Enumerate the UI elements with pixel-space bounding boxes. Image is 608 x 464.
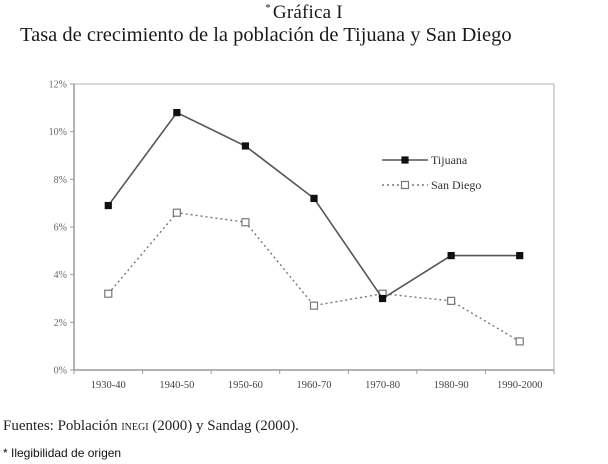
figure-label: Gráfica I	[272, 2, 343, 23]
open-square-marker	[309, 301, 319, 310]
sources-org: INEGI	[121, 419, 149, 434]
y-tick-label: 6%	[54, 223, 67, 234]
y-tick-label: 2%	[54, 318, 67, 329]
illegible-marker: *	[265, 2, 271, 14]
open-square-marker	[515, 337, 524, 346]
x-tick-label: 1990-2000	[497, 380, 543, 391]
x-tick-label: 1970-80	[365, 380, 400, 391]
x-tick-label: 1980-90	[434, 380, 469, 391]
sources-suffix: (2000) y Sandag (2000).	[148, 418, 299, 434]
x-axis: 1930-40 1940-50 1950-60 1960-70 1970-80 1980-…	[73, 369, 555, 391]
open-square-marker	[104, 289, 113, 298]
x-tick-label: 1940-50	[159, 380, 194, 391]
legend-label: Tijuana	[431, 153, 468, 167]
filled-square-marker	[447, 252, 455, 260]
series-layer	[104, 108, 524, 346]
filled-square-marker	[241, 142, 250, 150]
filled-square-marker	[378, 294, 387, 303]
plot-frame	[74, 83, 555, 370]
y-tick-label: 8%	[54, 175, 67, 186]
filled-square-marker	[173, 108, 181, 117]
y-axis: 0% 2% 4% 6% 8% 10% 12%	[49, 80, 75, 377]
y-tick-label: 4%	[54, 270, 67, 281]
legend-open-square-icon	[400, 180, 410, 190]
chart-subtitle: * Gráfica I	[0, 2, 608, 24]
sources-note: Fuentes: Población INEGI (2000) y Sandag…	[3, 418, 299, 435]
open-square-marker	[172, 208, 181, 217]
filled-square-marker	[104, 201, 112, 210]
y-tick-label: 12%	[49, 80, 67, 91]
open-square-marker	[447, 296, 456, 305]
legend-label: San Diego	[431, 178, 481, 192]
filled-square-marker	[310, 194, 318, 202]
y-tick-label: 0%	[54, 366, 67, 377]
x-tick-label: 1930-40	[91, 380, 126, 391]
sources-prefix: Fuentes: Población	[3, 418, 122, 434]
legend-filled-square-icon	[401, 156, 409, 164]
series-tijuana	[104, 108, 524, 303]
legend: Tijuana San Diego	[382, 153, 481, 192]
y-tick-label: 10%	[49, 127, 67, 138]
illegibility-note: * Ilegibilidad de origen	[3, 446, 122, 460]
series-san-diego	[104, 208, 524, 346]
filled-square-marker	[516, 252, 524, 260]
series-line	[107, 211, 521, 343]
x-tick-label: 1960-70	[297, 380, 332, 391]
chart-title: Tasa de crecimiento de la población de T…	[20, 24, 512, 46]
x-tick-label: 1950-60	[228, 380, 263, 391]
series-line	[107, 111, 520, 300]
open-square-marker	[241, 218, 250, 227]
